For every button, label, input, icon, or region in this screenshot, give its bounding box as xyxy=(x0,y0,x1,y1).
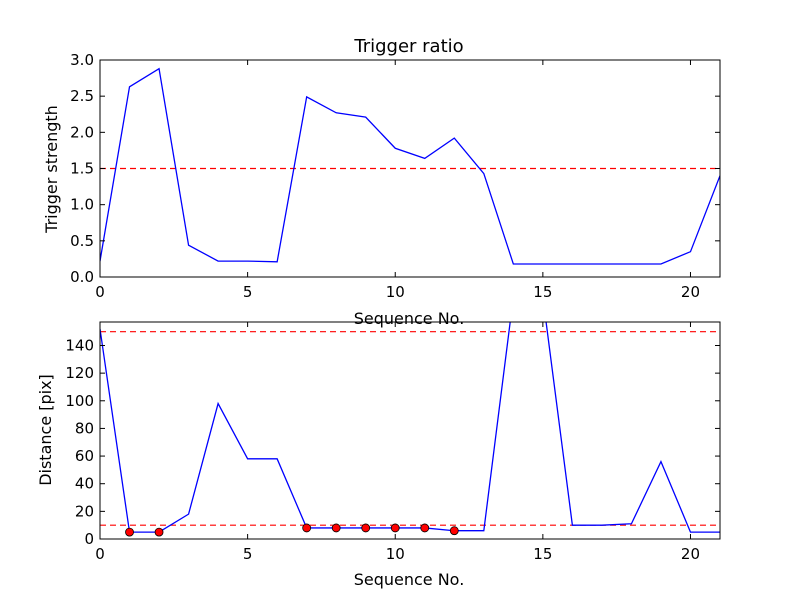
y-tick-label: 100 xyxy=(65,392,94,410)
y-tick-label: 0.0 xyxy=(70,268,94,286)
y-tick-label: 3.0 xyxy=(70,51,94,69)
plot-area: 0 5 10 15 20 0.0 0.5 1.0 1.5 2.0 2.5 3.0 xyxy=(70,51,721,301)
trigger-ratio-chart: Trigger ratio Sequence No. Trigger stren… xyxy=(42,36,721,328)
series-line xyxy=(100,322,720,533)
x-tick-label: 20 xyxy=(681,283,700,301)
x-tick-label: 20 xyxy=(681,545,700,563)
y-tick-label: 80 xyxy=(75,419,94,437)
data-marker xyxy=(154,527,164,537)
data-marker xyxy=(420,523,430,533)
y-tick-label: 20 xyxy=(75,502,94,520)
y-axis-label: Distance [pix] xyxy=(36,374,55,486)
plot-area: 0 5 10 15 20 0 20 40 60 80 100 120 140 xyxy=(65,321,721,563)
y-tick-label: 140 xyxy=(65,336,94,354)
x-tick-label: 0 xyxy=(95,545,105,563)
data-marker xyxy=(361,523,371,533)
y-tick-label: 40 xyxy=(75,475,94,493)
chart-title: Trigger ratio xyxy=(353,36,463,57)
y-tick-label: 2.0 xyxy=(70,123,94,141)
y-tick-label: 120 xyxy=(65,364,94,382)
y-tick-label: 60 xyxy=(75,447,94,465)
x-axis-label: Sequence No. xyxy=(354,309,465,328)
y-tick-label: 0.5 xyxy=(70,232,94,250)
data-marker xyxy=(125,527,134,537)
y-tick-label: 1.0 xyxy=(70,196,94,214)
y-tick-label: 1.5 xyxy=(70,160,94,178)
x-tick-label: 0 xyxy=(95,283,105,301)
x-tick-label: 10 xyxy=(386,545,405,563)
x-tick-label: 15 xyxy=(533,283,552,301)
x-tick-label: 5 xyxy=(243,283,253,301)
data-marker xyxy=(302,523,312,533)
axes-frame xyxy=(99,321,721,540)
y-tick-label: 0 xyxy=(84,530,94,548)
y-axis-label: Trigger strength xyxy=(42,105,61,234)
data-marker xyxy=(390,523,400,533)
x-tick-label: 5 xyxy=(243,545,253,563)
x-tick-label: 15 xyxy=(533,545,552,563)
y-tick-label: 2.5 xyxy=(70,87,94,105)
series-line xyxy=(100,67,720,265)
x-tick-label: 10 xyxy=(386,283,405,301)
data-marker xyxy=(331,523,341,533)
data-marker xyxy=(449,526,459,536)
x-axis-label: Sequence No. xyxy=(354,570,465,589)
distance-chart: Sequence No. Distance [pix] 0 5 10 15 20 0 20 4… xyxy=(36,321,721,589)
